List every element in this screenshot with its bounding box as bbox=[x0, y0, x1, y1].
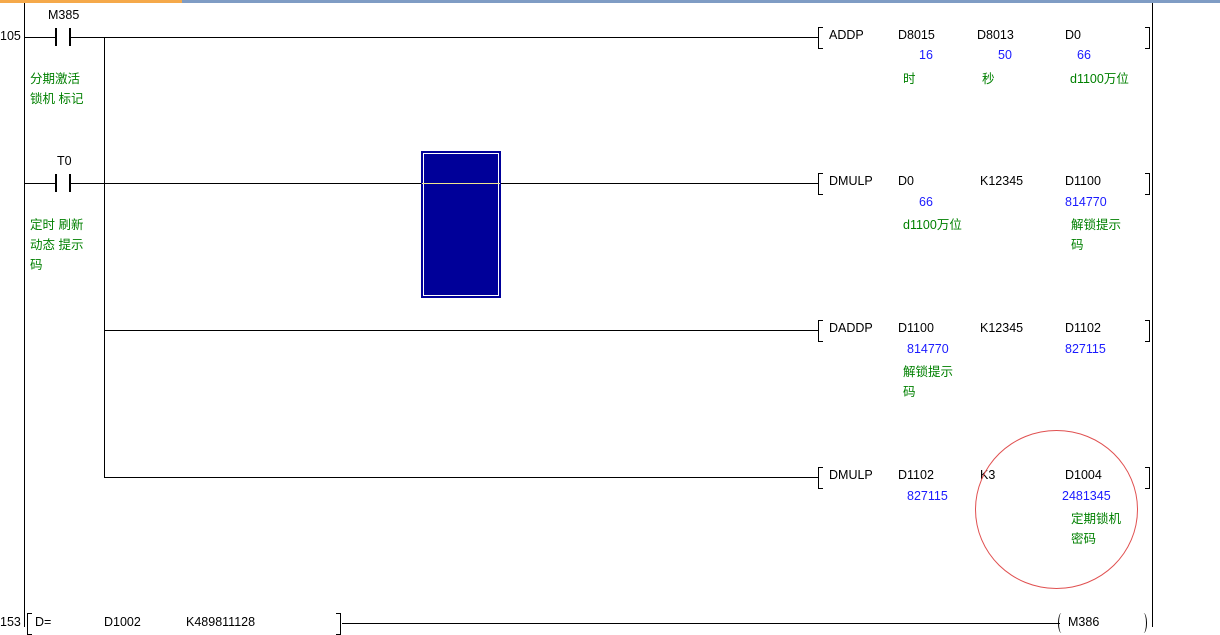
instruction-op[interactable]: DMULP bbox=[829, 468, 873, 482]
instruction-op[interactable]: ADDP bbox=[829, 28, 864, 42]
contact-comment: 定时 刷新 bbox=[30, 218, 84, 232]
top-bar-blue bbox=[182, 0, 1220, 3]
operand-comment: 解锁提示 bbox=[1071, 218, 1122, 232]
instruction-bracket-right bbox=[1145, 467, 1150, 489]
contact-device: M385 bbox=[48, 8, 80, 22]
rung-wire bbox=[342, 623, 1060, 624]
operand: K12345 bbox=[980, 321, 1024, 335]
left-power-rail bbox=[24, 3, 25, 627]
operand: D0 bbox=[1065, 28, 1081, 42]
operand: D8015 bbox=[898, 28, 935, 42]
operand-value: 814770 bbox=[907, 342, 949, 356]
coil-device[interactable]: M386 bbox=[1068, 615, 1100, 629]
operand-value: 66 bbox=[919, 195, 933, 209]
top-bar-orange bbox=[0, 0, 182, 3]
instruction-bracket-left bbox=[818, 27, 823, 49]
instruction-bracket-left bbox=[818, 173, 823, 195]
operand-comment: 码 bbox=[903, 385, 916, 399]
contact-comment: 动态 提示 bbox=[30, 238, 84, 252]
operand: D1102 bbox=[898, 468, 934, 482]
coil-bracket-left bbox=[1058, 613, 1065, 633]
operand-value: 814770 bbox=[1065, 195, 1107, 209]
cursor-wire bbox=[422, 183, 500, 184]
rung-wire bbox=[24, 37, 818, 38]
operand: D1100 bbox=[898, 321, 934, 335]
instruction-bracket-right bbox=[1145, 27, 1150, 49]
step-number: 105 bbox=[0, 29, 21, 43]
compare-op[interactable]: D= bbox=[35, 615, 52, 629]
operand-comment: d1100万位 bbox=[903, 218, 962, 232]
operand: K12345 bbox=[980, 174, 1024, 188]
operand-value: 50 bbox=[998, 48, 1012, 62]
step-number: 153 bbox=[0, 615, 21, 629]
contact-comment: 锁机 标记 bbox=[30, 92, 84, 106]
branch-line bbox=[104, 37, 105, 478]
compare-operand: K489811128 bbox=[186, 615, 256, 629]
operand-value: 16 bbox=[919, 48, 933, 62]
rung-wire bbox=[104, 477, 818, 478]
operand-comment: 解锁提示 bbox=[903, 365, 954, 379]
rung-wire bbox=[104, 330, 818, 331]
operand-value: 66 bbox=[1077, 48, 1091, 62]
operand: D1100 bbox=[1065, 174, 1101, 188]
operand-comment: 秒 bbox=[982, 72, 995, 86]
operand-value: 827115 bbox=[907, 489, 948, 503]
operand: D8013 bbox=[977, 28, 1014, 42]
contact-device: T0 bbox=[57, 154, 72, 168]
right-power-rail bbox=[1152, 3, 1153, 627]
instruction-bracket-left bbox=[818, 320, 823, 342]
highlight-circle bbox=[975, 430, 1138, 589]
instruction-op[interactable]: DMULP bbox=[829, 174, 873, 188]
instruction-bracket-left bbox=[818, 467, 823, 489]
instruction-bracket-right bbox=[1145, 320, 1150, 342]
operand-comment: 码 bbox=[1071, 238, 1084, 252]
contact-comment: 码 bbox=[30, 258, 43, 272]
contact-t0[interactable] bbox=[55, 174, 71, 192]
coil-bracket-right bbox=[1140, 613, 1147, 633]
operand-comment: 时 bbox=[903, 72, 916, 86]
operand-value: 827115 bbox=[1065, 342, 1106, 356]
compare-bracket-left bbox=[27, 613, 32, 635]
instruction-op[interactable]: DADDP bbox=[829, 321, 873, 335]
contact-m385[interactable] bbox=[55, 28, 71, 46]
instruction-bracket-right bbox=[1145, 173, 1150, 195]
operand: D0 bbox=[898, 174, 914, 188]
compare-operand: D1002 bbox=[104, 615, 141, 629]
compare-bracket-right bbox=[336, 613, 341, 635]
editor-cursor[interactable] bbox=[421, 151, 501, 298]
operand: D1102 bbox=[1065, 321, 1101, 335]
operand-comment: d1100万位 bbox=[1070, 72, 1129, 86]
contact-comment: 分期激活 bbox=[30, 72, 81, 86]
